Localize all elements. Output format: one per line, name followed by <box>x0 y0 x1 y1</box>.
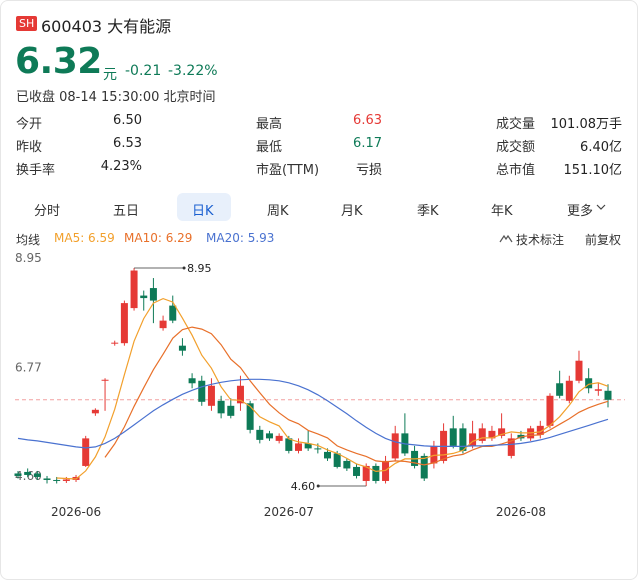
tab-highlight <box>177 193 231 221</box>
tab[interactable]: 季K <box>417 204 439 219</box>
ma-title: 均线 <box>16 233 41 247</box>
legend-entry: MA5: 6.59 <box>54 231 115 245</box>
tab[interactable]: 月K <box>341 204 363 219</box>
stat-label: 昨收 <box>16 140 43 155</box>
stat-label: 换手率 <box>16 163 56 178</box>
stat-label: 成交额 <box>496 140 536 155</box>
stat-value: 6.63 <box>353 113 382 128</box>
tab[interactable]: 日K <box>192 204 214 219</box>
stat-value: 6.50 <box>113 113 142 128</box>
price: 6.32 <box>15 41 102 82</box>
tab[interactable]: 更多 <box>567 204 594 219</box>
tool-button[interactable]: 技术标注 <box>516 233 565 247</box>
stat-value: 6.17 <box>353 136 382 151</box>
price-unit: 元 <box>103 67 117 83</box>
stat-value: 6.53 <box>113 136 142 151</box>
price-change-pct: -3.22% <box>168 63 218 79</box>
stat-label: 最低 <box>256 140 283 155</box>
tab[interactable]: 五日 <box>113 204 140 219</box>
more-chevron <box>596 204 606 210</box>
stat-value: 亏损 <box>355 163 382 178</box>
market-status: 已收盘 08-14 15:30:00 北京时间 <box>16 90 216 105</box>
price-change: -0.21 <box>125 63 162 79</box>
tool-button[interactable]: 前复权 <box>585 233 622 247</box>
legend-entry: MA20: 5.93 <box>206 231 275 245</box>
stat-label: 总市值 <box>496 163 536 178</box>
stat-label: 今开 <box>16 117 43 132</box>
stat-value: 101.08万手 <box>550 117 623 132</box>
stat-label: 市盈(TTM) <box>256 163 320 178</box>
stat-label: 最高 <box>256 117 283 132</box>
tab[interactable]: 分时 <box>34 204 61 219</box>
stat-value: 151.10亿 <box>563 163 623 178</box>
stock-name: 600403 大有能源 <box>41 17 172 36</box>
market-badge: SH <box>16 16 38 31</box>
tool-icon <box>499 234 513 243</box>
stat-value: 4.23% <box>100 159 142 174</box>
stat-value: 6.40亿 <box>580 140 622 155</box>
tab[interactable]: 年K <box>491 204 513 219</box>
stat-label: 成交量 <box>496 117 536 132</box>
legend-entry: MA10: 6.29 <box>124 231 193 245</box>
tab[interactable]: 周K <box>267 204 289 219</box>
